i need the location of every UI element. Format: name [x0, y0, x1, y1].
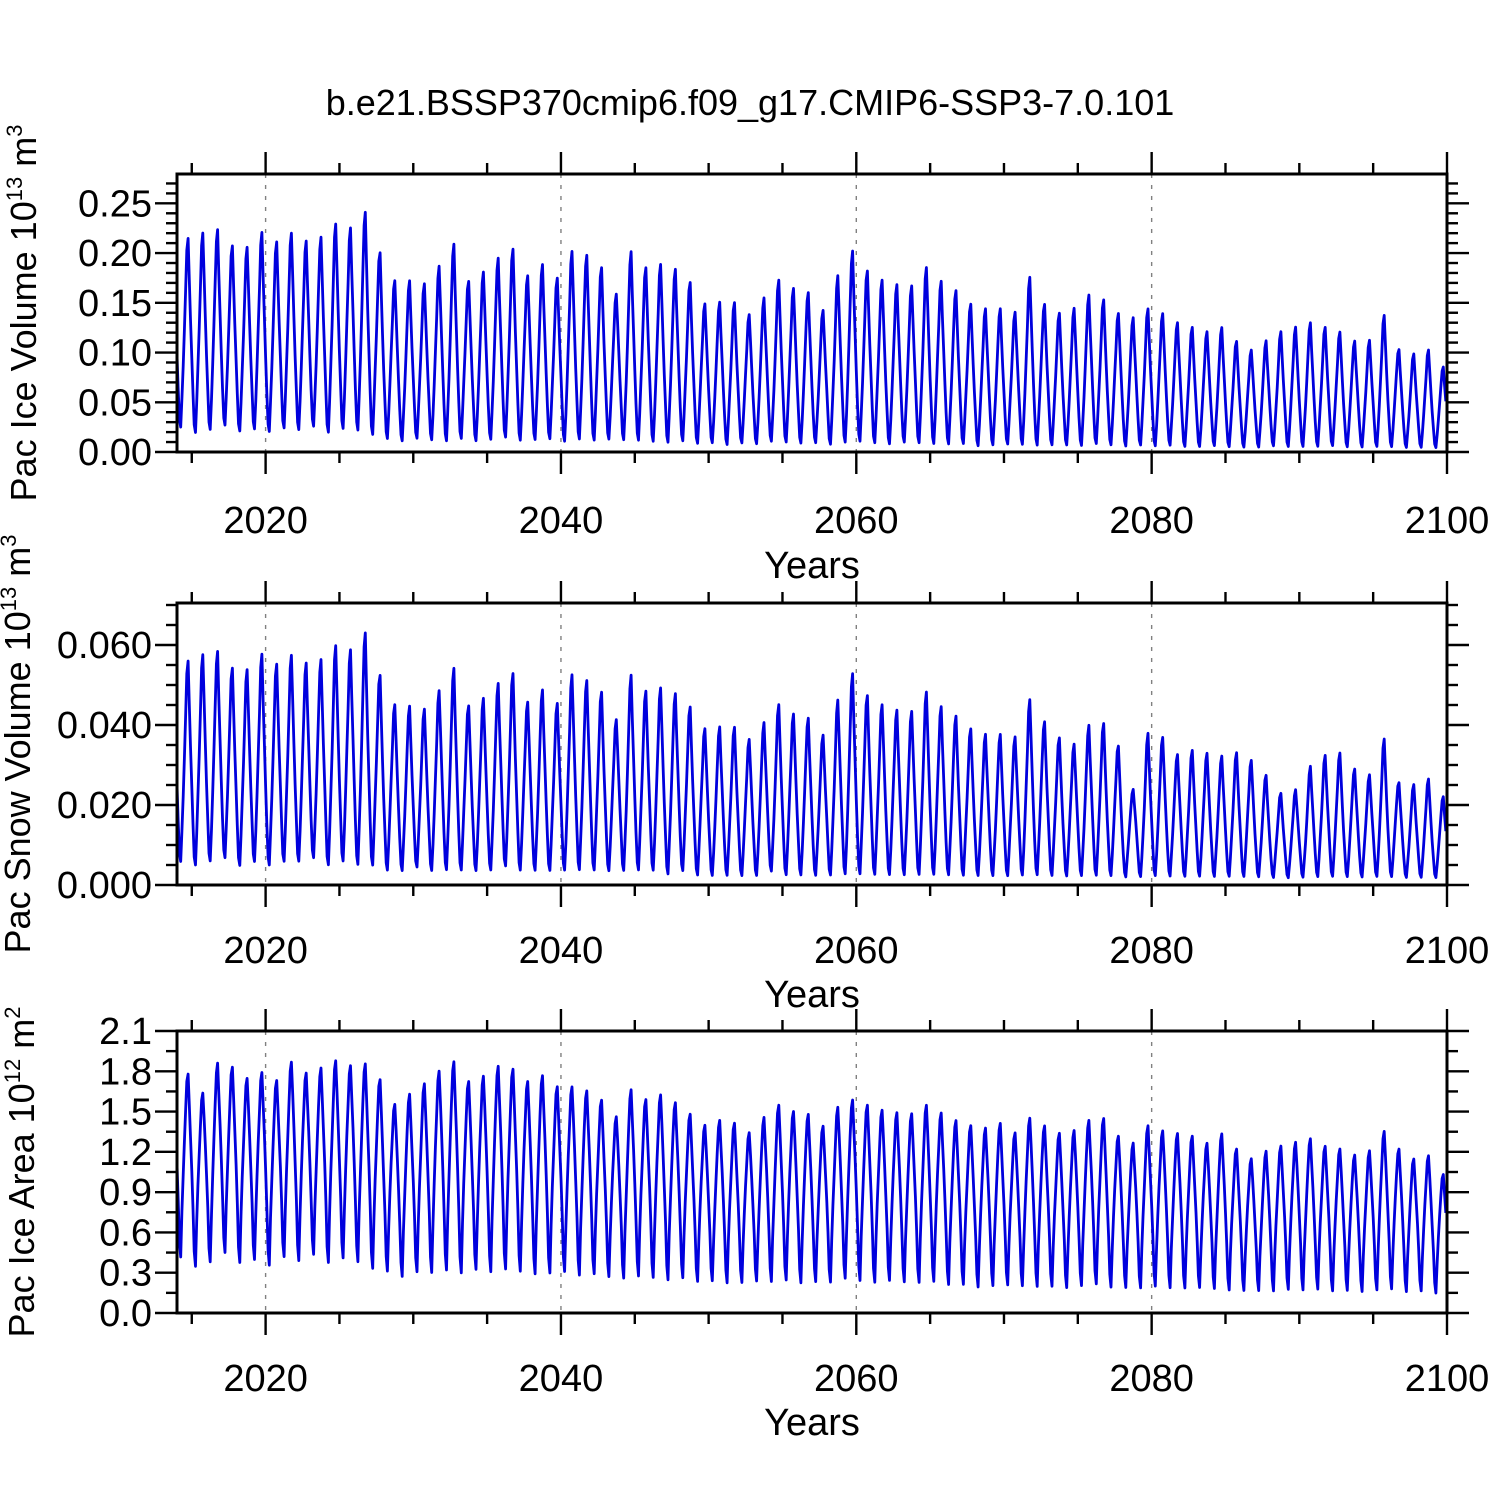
y-tick-label: 0.9 — [99, 1172, 152, 1214]
x-axis-title: Years — [764, 545, 860, 587]
y-tick-label: 0.15 — [78, 283, 152, 325]
y-tick-label: 0.060 — [57, 625, 152, 667]
x-tick-label: 2100 — [1405, 500, 1490, 542]
y-tick-label: 0.25 — [78, 183, 152, 225]
x-tick-label: 2080 — [1109, 1358, 1194, 1400]
x-tick-label: 2020 — [223, 1358, 308, 1400]
x-tick-label: 2060 — [814, 930, 899, 972]
data-series-pac-ice-volume — [175, 210, 1448, 449]
data-series-pac-snow-volume — [175, 631, 1448, 880]
y-axis-title: Pac Snow Volume 1013 m3 — [0, 535, 38, 954]
y-tick-label: 1.8 — [99, 1051, 152, 1093]
y-tick-label: 0.05 — [78, 382, 152, 424]
y-tick-label: 0.00 — [78, 432, 152, 474]
y-tick-label: 1.2 — [99, 1132, 152, 1174]
y-tick-label: 2.1 — [99, 1011, 152, 1053]
x-tick-label: 2080 — [1109, 930, 1194, 972]
x-tick-label: 2080 — [1109, 500, 1194, 542]
x-tick-label: 2040 — [519, 930, 604, 972]
y-tick-label: 0.20 — [78, 233, 152, 275]
x-axis-title: Years — [764, 1402, 860, 1444]
x-tick-label: 2040 — [519, 1358, 604, 1400]
y-axis-title: Pac Ice Area 1012 m2 — [0, 1007, 42, 1338]
x-tick-label: 2100 — [1405, 930, 1490, 972]
x-axis-title: Years — [764, 974, 860, 1016]
x-tick-label: 2060 — [814, 500, 899, 542]
y-axis-title: Pac Ice Volume 1013 m3 — [2, 125, 44, 502]
chart-title: b.e21.BSSP370cmip6.f09_g17.CMIP6-SSP3-7.… — [325, 82, 1175, 123]
y-tick-label: 0.020 — [57, 785, 152, 827]
x-tick-label: 2020 — [223, 500, 308, 542]
x-tick-label: 2020 — [223, 930, 308, 972]
y-tick-label: 0.040 — [57, 705, 152, 747]
y-tick-label: 0.6 — [99, 1212, 152, 1254]
y-tick-label: 0.0 — [99, 1293, 152, 1335]
y-tick-label: 0.3 — [99, 1253, 152, 1295]
y-tick-label: 0.10 — [78, 333, 152, 375]
x-tick-label: 2060 — [814, 1358, 899, 1400]
x-tick-label: 2100 — [1405, 1358, 1490, 1400]
y-tick-label: 1.5 — [99, 1092, 152, 1134]
y-tick-label: 0.000 — [57, 865, 152, 907]
x-tick-label: 2040 — [519, 500, 604, 542]
data-series-pac-ice-area — [175, 1059, 1448, 1295]
